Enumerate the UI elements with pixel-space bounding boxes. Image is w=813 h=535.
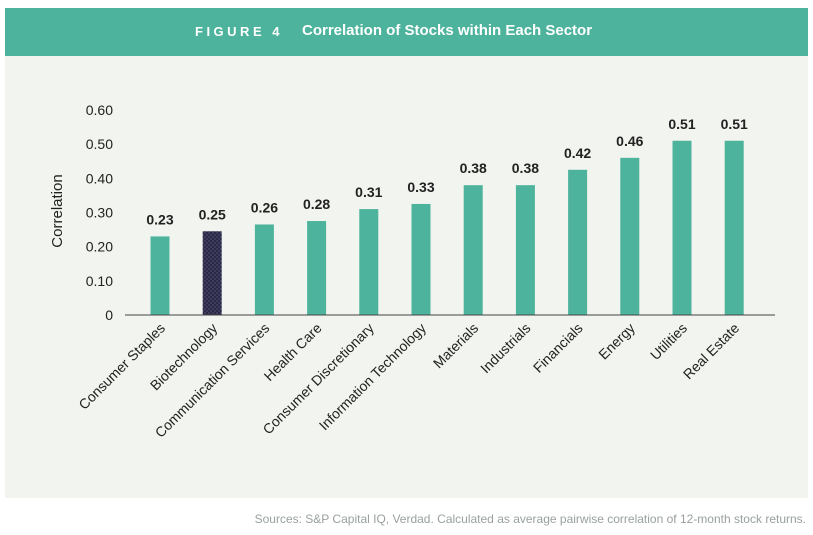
data-label: 0.26 <box>251 199 278 215</box>
data-label: 0.46 <box>616 133 643 149</box>
bar-consumer-discretionary <box>359 209 379 315</box>
x-tick-label: Materials <box>430 320 481 371</box>
figure-title: Correlation of Stocks within Each Sector <box>302 22 593 39</box>
y-tick-label: 0.20 <box>86 239 113 255</box>
y-tick-label: 0 <box>105 307 113 323</box>
bar-real-estate <box>724 140 744 315</box>
bar-health-care <box>307 221 327 315</box>
data-label: 0.38 <box>512 160 539 176</box>
data-label: 0.42 <box>564 145 591 161</box>
bar-utilities <box>672 140 692 315</box>
y-tick-label: 0.60 <box>86 102 113 118</box>
data-label: 0.51 <box>721 116 748 132</box>
x-tick-label: Information Technology <box>316 320 429 433</box>
data-label: 0.51 <box>668 116 695 132</box>
data-label: 0.28 <box>303 196 330 212</box>
bar-consumer-staples <box>150 236 170 315</box>
bar-financials <box>568 169 588 315</box>
x-tick-label: Real Estate <box>680 320 743 383</box>
y-tick-label: 0.30 <box>86 205 113 221</box>
figure-label: FIGURE 4 <box>195 24 283 39</box>
y-tick-label: 0.40 <box>86 170 113 186</box>
x-tick-label: Consumer Staples <box>75 320 168 413</box>
data-label: 0.33 <box>407 179 434 195</box>
bar-biotechnology <box>202 231 222 315</box>
x-tick-label: Utilities <box>647 320 690 363</box>
data-label: 0.31 <box>355 184 382 200</box>
bar-information-technology <box>411 203 431 315</box>
y-axis-title: Correlation <box>49 174 66 247</box>
data-label: 0.23 <box>146 211 173 227</box>
x-tick-label: Financials <box>530 320 586 376</box>
y-tick-label: 0.50 <box>86 136 113 152</box>
data-label: 0.25 <box>199 206 226 222</box>
figure-header: FIGURE 4 Correlation of Stocks within Ea… <box>5 8 808 56</box>
bar-materials <box>463 185 483 315</box>
bar-energy <box>620 157 640 315</box>
x-tick-label: Industrials <box>477 320 533 376</box>
bar-communication-services <box>254 224 274 315</box>
data-label: 0.38 <box>460 160 487 176</box>
x-tick-label: Energy <box>595 320 638 363</box>
source-note: Sources: S&P Capital IQ, Verdad. Calcula… <box>254 512 806 526</box>
bar-industrials <box>515 185 535 315</box>
y-tick-label: 0.10 <box>86 273 113 289</box>
